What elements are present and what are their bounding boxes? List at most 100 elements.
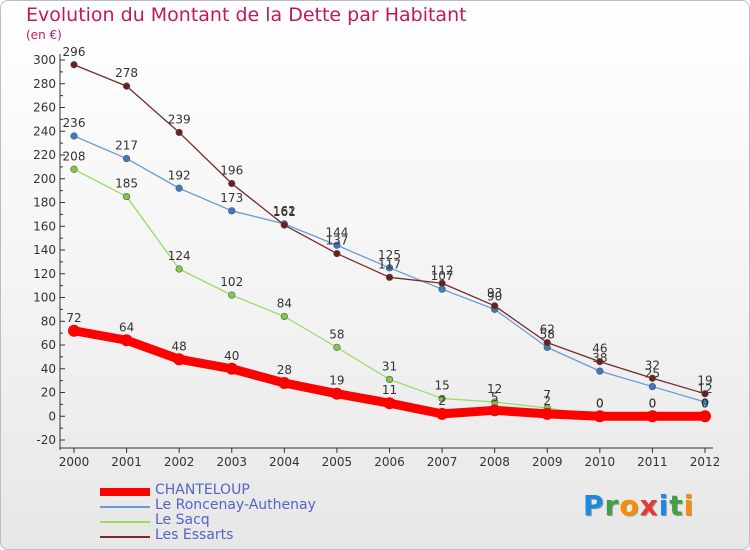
data-label-chanteloup: 5 bbox=[491, 390, 499, 404]
data-point-le-sacq bbox=[122, 192, 131, 201]
y-tick-label: 240 bbox=[33, 124, 56, 138]
data-label-les-essarts: 278 bbox=[115, 66, 138, 80]
data-label-le-sacq: 185 bbox=[115, 177, 138, 191]
data-label-les-essarts: 239 bbox=[168, 112, 191, 126]
x-tick-label: 2007 bbox=[427, 455, 458, 469]
data-label-le-roncenay-authenay: 236 bbox=[63, 116, 86, 130]
legend-label-les-essarts: Les Essarts bbox=[155, 527, 234, 543]
data-label-le-roncenay-authenay: 125 bbox=[378, 248, 401, 262]
data-label-chanteloup: 0 bbox=[649, 396, 657, 410]
data-label-le-sacq: 84 bbox=[277, 297, 292, 311]
data-point-le-roncenay-authenay bbox=[438, 285, 446, 293]
y-tick-label: 300 bbox=[33, 53, 56, 67]
data-label-chanteloup: 40 bbox=[224, 349, 239, 363]
data-label-les-essarts: 137 bbox=[325, 234, 348, 248]
data-label-les-essarts: 296 bbox=[63, 45, 86, 59]
data-label-le-sacq: 7 bbox=[543, 388, 551, 402]
data-point-chanteloup bbox=[330, 387, 343, 400]
x-tick-label: 2008 bbox=[479, 455, 510, 469]
data-label-le-roncenay-authenay: 217 bbox=[115, 139, 138, 153]
data-point-chanteloup bbox=[593, 410, 606, 423]
data-label-les-essarts: 32 bbox=[645, 358, 660, 372]
y-tick-label: 160 bbox=[33, 219, 56, 233]
data-point-chanteloup bbox=[436, 407, 449, 420]
data-point-chanteloup bbox=[278, 377, 291, 389]
data-label-le-roncenay-authenay: 192 bbox=[168, 168, 191, 182]
y-tick-label: 80 bbox=[41, 314, 56, 328]
data-label-le-roncenay-authenay: 173 bbox=[220, 191, 243, 205]
x-tick-label: 2011 bbox=[637, 455, 668, 469]
data-point-le-sacq bbox=[70, 165, 78, 173]
data-point-chanteloup bbox=[173, 353, 186, 366]
x-tick-label: 2002 bbox=[164, 455, 195, 469]
data-point-le-roncenay-authenay bbox=[70, 132, 78, 140]
chart-unit-label: (en €) bbox=[26, 28, 62, 42]
data-point-le-roncenay-authenay bbox=[385, 264, 394, 272]
data-label-les-essarts: 112 bbox=[431, 263, 454, 277]
y-tick-label: 20 bbox=[41, 386, 56, 400]
x-tick-label: 2012 bbox=[690, 455, 721, 469]
logo-letter: P bbox=[583, 489, 605, 522]
x-tick-label: 2001 bbox=[111, 455, 142, 469]
data-point-le-sacq bbox=[333, 343, 341, 351]
x-tick-label: 2010 bbox=[585, 455, 616, 469]
data-point-les-essarts bbox=[70, 61, 78, 69]
data-label-chanteloup: 72 bbox=[66, 311, 81, 325]
y-tick-label: 60 bbox=[41, 338, 56, 352]
data-point-chanteloup bbox=[383, 397, 396, 410]
data-point-le-sacq bbox=[175, 265, 183, 273]
data-point-chanteloup bbox=[646, 410, 659, 423]
data-label-le-sacq: 12 bbox=[487, 382, 502, 396]
y-tick-label: 40 bbox=[41, 362, 56, 376]
proxiti-logo: Proxiti bbox=[583, 489, 694, 522]
data-point-chanteloup bbox=[120, 334, 133, 347]
logo-letter: r bbox=[604, 489, 620, 522]
data-label-chanteloup: 28 bbox=[277, 363, 292, 377]
data-label-le-sacq: 0 bbox=[596, 396, 604, 410]
data-point-les-essarts bbox=[280, 221, 288, 229]
data-label-le-roncenay-authenay: 107 bbox=[431, 269, 454, 283]
data-label-chanteloup: 2 bbox=[543, 394, 551, 408]
data-point-les-essarts bbox=[543, 339, 551, 347]
data-point-le-roncenay-authenay bbox=[333, 241, 341, 249]
data-point-chanteloup bbox=[488, 404, 501, 417]
data-label-les-essarts: 161 bbox=[273, 205, 296, 219]
legend-swatch-le-roncenay-authenay bbox=[100, 505, 150, 508]
logo-letter: t bbox=[669, 489, 684, 522]
logo-letter: o bbox=[619, 489, 640, 522]
data-point-le-sacq bbox=[228, 291, 236, 299]
y-tick-label: 180 bbox=[33, 196, 56, 210]
data-point-chanteloup bbox=[225, 362, 238, 375]
y-tick-label: 140 bbox=[33, 243, 56, 257]
data-point-chanteloup bbox=[68, 324, 80, 337]
data-point-les-essarts bbox=[385, 273, 394, 281]
data-label-le-sacq: 0 bbox=[701, 396, 709, 410]
data-label-les-essarts: 117 bbox=[378, 257, 401, 271]
data-point-le-sacq bbox=[280, 312, 288, 321]
x-tick-label: 2004 bbox=[269, 455, 300, 469]
data-label-le-sacq: 208 bbox=[63, 149, 86, 163]
y-tick-label: -20 bbox=[36, 433, 56, 447]
legend-swatch-le-sacq bbox=[100, 520, 150, 523]
x-tick-label: 2005 bbox=[322, 455, 353, 469]
data-point-les-essarts bbox=[333, 249, 341, 258]
data-point-les-essarts bbox=[438, 279, 446, 287]
y-tick-label: 120 bbox=[33, 267, 56, 281]
x-tick-label: 2009 bbox=[532, 455, 563, 469]
data-point-les-essarts bbox=[648, 374, 657, 382]
data-label-les-essarts: 93 bbox=[487, 286, 502, 300]
data-label-les-essarts: 19 bbox=[697, 374, 712, 388]
data-label-les-essarts: 62 bbox=[540, 323, 555, 337]
y-tick-label: 100 bbox=[33, 291, 56, 305]
y-tick-label: 220 bbox=[33, 148, 56, 162]
y-tick-label: 260 bbox=[33, 101, 56, 115]
data-label-chanteloup: 64 bbox=[119, 320, 134, 334]
legend-label-chanteloup: CHANTELOUP bbox=[155, 482, 250, 498]
data-point-le-roncenay-authenay bbox=[596, 367, 604, 375]
data-label-les-essarts: 196 bbox=[220, 164, 243, 178]
y-tick-label: 200 bbox=[33, 172, 56, 186]
logo-letter: x bbox=[639, 489, 659, 522]
data-label-chanteloup: 48 bbox=[172, 339, 187, 353]
data-point-le-sacq bbox=[385, 375, 394, 384]
